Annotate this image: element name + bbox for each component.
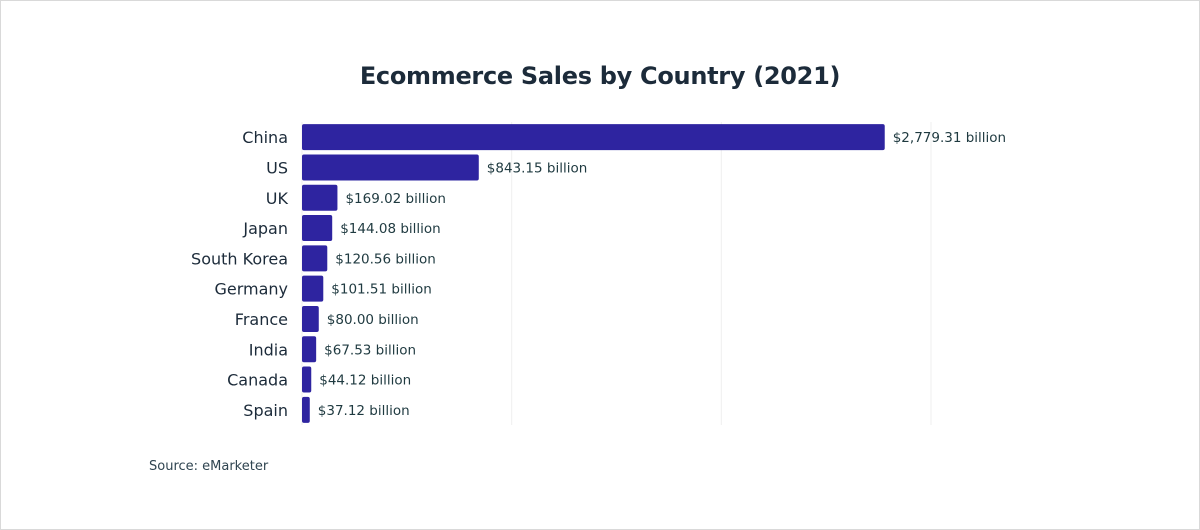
- value-label: $67.53 billion: [324, 342, 416, 358]
- value-label: $169.02 billion: [345, 191, 446, 207]
- value-label: $101.51 billion: [331, 282, 432, 298]
- category-label: US: [266, 158, 288, 177]
- gridlines: [301, 122, 932, 425]
- bar-france: [302, 305, 319, 332]
- category-label: Japan: [242, 219, 288, 238]
- bar-china: [302, 124, 885, 151]
- bar-japan: [302, 215, 333, 242]
- category-label: Spain: [243, 401, 288, 420]
- bar-south-korea: [302, 245, 328, 272]
- value-label: $120.56 billion: [335, 251, 436, 267]
- value-label: $37.12 billion: [318, 403, 410, 419]
- bars: [302, 124, 885, 423]
- bar-germany: [302, 275, 324, 302]
- category-label: France: [235, 310, 288, 329]
- category-label: Canada: [227, 371, 288, 390]
- bar-india: [302, 336, 317, 363]
- source-note: Source: eMarketer: [149, 459, 269, 474]
- category-label: UK: [266, 189, 289, 208]
- category-label: Germany: [214, 280, 288, 299]
- category-label: China: [242, 128, 288, 147]
- bar-us: [302, 154, 479, 181]
- category-label: India: [249, 340, 288, 359]
- bar-spain: [302, 396, 310, 423]
- value-label: $144.08 billion: [340, 221, 441, 237]
- bar-canada: [302, 366, 312, 393]
- value-label: $80.00 billion: [327, 312, 419, 328]
- value-label: $2,779.31 billion: [893, 130, 1006, 146]
- bar-uk: [302, 184, 338, 211]
- value-label: $843.15 billion: [487, 160, 588, 176]
- labels: China $2,779.31 billion US $843.15 billion U…: [191, 128, 1006, 420]
- value-label: $44.12 billion: [319, 373, 411, 389]
- category-label: South Korea: [191, 249, 288, 268]
- chart-title: Ecommerce Sales by Country (2021): [359, 62, 841, 90]
